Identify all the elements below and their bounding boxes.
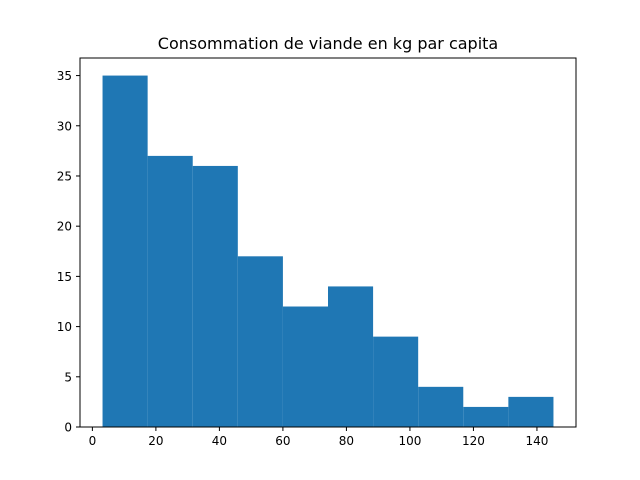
x-tick-label: 40 — [212, 434, 227, 448]
x-tick-label: 60 — [275, 434, 290, 448]
histogram-bar-6 — [373, 336, 419, 427]
x-tick-label: 120 — [462, 434, 485, 448]
histogram-bar-7 — [418, 386, 464, 427]
x-tick-label: 0 — [89, 434, 97, 448]
y-tick-label: 25 — [57, 169, 72, 183]
histogram-bar-4 — [282, 306, 328, 427]
y-tick-label: 0 — [64, 421, 72, 435]
bars-group — [102, 75, 554, 428]
x-tick-label: 80 — [339, 434, 354, 448]
y-tick-label: 10 — [57, 320, 72, 334]
x-tick-label: 100 — [398, 434, 421, 448]
x-tick-label: 20 — [148, 434, 163, 448]
y-tick-label: 35 — [57, 69, 72, 83]
plot-frame — [79, 57, 577, 428]
histogram-bar-2 — [192, 165, 238, 427]
histogram-bar-1 — [147, 155, 193, 428]
y-axis: 0 5 10 15 20 25 30 35 — [57, 69, 80, 435]
y-tick-label: 5 — [64, 370, 72, 384]
x-tick-label: 140 — [525, 434, 548, 448]
x-axis: 0 20 40 60 80 100 120 140 — [89, 427, 548, 448]
histogram-bar-5 — [328, 286, 374, 427]
histogram-bar-3 — [237, 256, 283, 427]
histogram-bar-0 — [102, 75, 148, 428]
y-tick-label: 20 — [57, 220, 72, 234]
histogram-bar-9 — [508, 396, 554, 427]
histogram-bar-8 — [463, 406, 509, 427]
chart-title: Consommation de viande en kg par capita — [158, 34, 498, 53]
y-tick-label: 15 — [57, 270, 72, 284]
y-tick-label: 30 — [57, 119, 72, 133]
